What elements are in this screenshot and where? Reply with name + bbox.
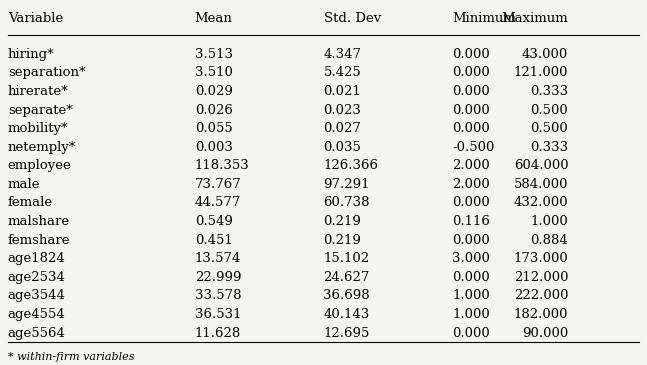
Text: 0.884: 0.884 bbox=[531, 234, 568, 247]
Text: 3.513: 3.513 bbox=[195, 48, 233, 61]
Text: 13.574: 13.574 bbox=[195, 252, 241, 265]
Text: Mean: Mean bbox=[195, 12, 232, 25]
Text: 4.347: 4.347 bbox=[324, 48, 362, 61]
Text: hirerate*: hirerate* bbox=[8, 85, 69, 98]
Text: 173.000: 173.000 bbox=[514, 252, 568, 265]
Text: 0.219: 0.219 bbox=[324, 234, 362, 247]
Text: 0.000: 0.000 bbox=[452, 48, 490, 61]
Text: 0.027: 0.027 bbox=[324, 122, 362, 135]
Text: 121.000: 121.000 bbox=[514, 66, 568, 80]
Text: 0.000: 0.000 bbox=[452, 66, 490, 80]
Text: 44.577: 44.577 bbox=[195, 196, 241, 210]
Text: 3.510: 3.510 bbox=[195, 66, 232, 80]
Text: 432.000: 432.000 bbox=[514, 196, 568, 210]
Text: 584.000: 584.000 bbox=[514, 178, 568, 191]
Text: Std. Dev: Std. Dev bbox=[324, 12, 380, 25]
Text: 212.000: 212.000 bbox=[514, 271, 568, 284]
Text: 0.333: 0.333 bbox=[530, 85, 568, 98]
Text: 0.219: 0.219 bbox=[324, 215, 362, 228]
Text: hiring*: hiring* bbox=[8, 48, 54, 61]
Text: 0.000: 0.000 bbox=[452, 104, 490, 116]
Text: Maximum: Maximum bbox=[501, 12, 568, 25]
Text: 33.578: 33.578 bbox=[195, 289, 241, 302]
Text: 118.353: 118.353 bbox=[195, 159, 249, 172]
Text: malshare: malshare bbox=[8, 215, 70, 228]
Text: 0.500: 0.500 bbox=[531, 122, 568, 135]
Text: 0.023: 0.023 bbox=[324, 104, 362, 116]
Text: 0.055: 0.055 bbox=[195, 122, 232, 135]
Text: age5564: age5564 bbox=[8, 327, 66, 339]
Text: 0.035: 0.035 bbox=[324, 141, 362, 154]
Text: age3544: age3544 bbox=[8, 289, 66, 302]
Text: femshare: femshare bbox=[8, 234, 71, 247]
Text: 97.291: 97.291 bbox=[324, 178, 370, 191]
Text: 36.698: 36.698 bbox=[324, 289, 370, 302]
Text: 0.021: 0.021 bbox=[324, 85, 361, 98]
Text: 0.116: 0.116 bbox=[452, 215, 490, 228]
Text: 604.000: 604.000 bbox=[514, 159, 568, 172]
Text: 0.000: 0.000 bbox=[452, 122, 490, 135]
Text: 0.003: 0.003 bbox=[195, 141, 232, 154]
Text: 0.000: 0.000 bbox=[452, 85, 490, 98]
Text: Minimum: Minimum bbox=[452, 12, 516, 25]
Text: 5.425: 5.425 bbox=[324, 66, 361, 80]
Text: -0.500: -0.500 bbox=[452, 141, 495, 154]
Text: 1.000: 1.000 bbox=[531, 215, 568, 228]
Text: separate*: separate* bbox=[8, 104, 72, 116]
Text: 90.000: 90.000 bbox=[522, 327, 568, 339]
Text: 60.738: 60.738 bbox=[324, 196, 370, 210]
Text: 22.999: 22.999 bbox=[195, 271, 241, 284]
Text: separation*: separation* bbox=[8, 66, 85, 80]
Text: 182.000: 182.000 bbox=[514, 308, 568, 321]
Text: 0.333: 0.333 bbox=[530, 141, 568, 154]
Text: 0.000: 0.000 bbox=[452, 196, 490, 210]
Text: 73.767: 73.767 bbox=[195, 178, 241, 191]
Text: 3.000: 3.000 bbox=[452, 252, 490, 265]
Text: 0.549: 0.549 bbox=[195, 215, 232, 228]
Text: netemply*: netemply* bbox=[8, 141, 76, 154]
Text: male: male bbox=[8, 178, 40, 191]
Text: employee: employee bbox=[8, 159, 72, 172]
Text: 12.695: 12.695 bbox=[324, 327, 370, 339]
Text: 36.531: 36.531 bbox=[195, 308, 241, 321]
Text: 0.026: 0.026 bbox=[195, 104, 232, 116]
Text: 126.366: 126.366 bbox=[324, 159, 378, 172]
Text: 0.451: 0.451 bbox=[195, 234, 232, 247]
Text: Variable: Variable bbox=[8, 12, 63, 25]
Text: 2.000: 2.000 bbox=[452, 178, 490, 191]
Text: * within-firm variables: * within-firm variables bbox=[8, 352, 135, 362]
Text: 0.500: 0.500 bbox=[531, 104, 568, 116]
Text: female: female bbox=[8, 196, 53, 210]
Text: 222.000: 222.000 bbox=[514, 289, 568, 302]
Text: 2.000: 2.000 bbox=[452, 159, 490, 172]
Text: 1.000: 1.000 bbox=[452, 289, 490, 302]
Text: 0.029: 0.029 bbox=[195, 85, 232, 98]
Text: 0.000: 0.000 bbox=[452, 327, 490, 339]
Text: age1824: age1824 bbox=[8, 252, 65, 265]
Text: 40.143: 40.143 bbox=[324, 308, 369, 321]
Text: 15.102: 15.102 bbox=[324, 252, 369, 265]
Text: 0.000: 0.000 bbox=[452, 234, 490, 247]
Text: age2534: age2534 bbox=[8, 271, 66, 284]
Text: 0.000: 0.000 bbox=[452, 271, 490, 284]
Text: 1.000: 1.000 bbox=[452, 308, 490, 321]
Text: mobility*: mobility* bbox=[8, 122, 69, 135]
Text: 24.627: 24.627 bbox=[324, 271, 370, 284]
Text: age4554: age4554 bbox=[8, 308, 65, 321]
Text: 11.628: 11.628 bbox=[195, 327, 241, 339]
Text: 43.000: 43.000 bbox=[522, 48, 568, 61]
